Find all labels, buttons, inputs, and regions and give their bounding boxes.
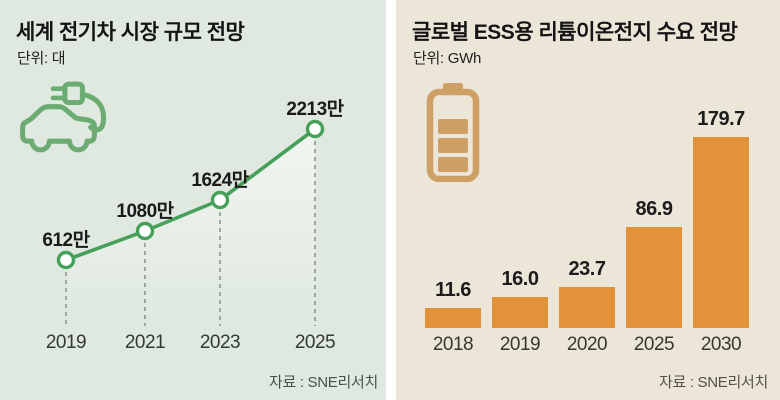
x-axis-tick-label: 2025: [633, 334, 675, 355]
x-axis-tick-label: 2019: [45, 332, 87, 353]
x-axis-tick-label: 2023: [199, 332, 241, 353]
unit-label: 단위: GWh: [413, 50, 482, 67]
bar-value-label: 11.6: [435, 279, 471, 301]
line-series: [64, 127, 317, 262]
page-title: 세계 전기차 시장 규모 전망: [16, 21, 245, 44]
data-point-label: 2213만: [286, 99, 344, 120]
line-chart: [56, 119, 325, 326]
area-fill: [66, 129, 315, 326]
ev-market-panel: 세계 전기차 시장 규모 전망 단위: 대 612만 2019 1080만 2021 1…: [0, 0, 386, 400]
data-point-marker: [56, 250, 76, 270]
bar-2025: [626, 227, 682, 328]
x-axis-tick-label: 2030: [700, 334, 742, 355]
source-credit: 자료 : SNE리서치: [658, 374, 768, 391]
bar-2018: [425, 308, 481, 328]
x-axis-tick-label: 2025: [294, 332, 336, 353]
data-point-label: 1624만: [191, 170, 249, 191]
bar-value-label: 179.7: [697, 108, 745, 130]
data-point-marker: [210, 190, 230, 210]
panel-divider: [386, 0, 396, 400]
bar-2019: [492, 297, 548, 328]
page-title: 글로벌 ESS용 리튬이온전지 수요 전망: [412, 21, 738, 44]
data-point-marker: [305, 119, 325, 139]
bar-2030: [693, 137, 749, 328]
ess-demand-panel: 글로벌 ESS용 리튬이온전지 수요 전망 단위: GWh 11.6 2018 16…: [396, 0, 780, 400]
x-axis-tick-label: 2021: [124, 332, 166, 353]
bar-value-label: 86.9: [635, 198, 673, 220]
bar-2020: [559, 287, 615, 328]
data-point-label: 1080만: [116, 201, 174, 222]
battery-icon: [426, 82, 480, 187]
source-credit: 자료 : SNE리서치: [268, 374, 378, 391]
bar-value-label: 16.0: [501, 268, 539, 290]
ev-car-icon: [18, 76, 110, 169]
x-axis-tick-label: 2018: [432, 334, 474, 355]
data-point-label: 612만: [42, 230, 90, 251]
bar-value-label: 23.7: [568, 258, 606, 280]
data-point-marker: [135, 221, 155, 241]
unit-label: 단위: 대: [17, 50, 66, 67]
x-axis-tick-label: 2019: [499, 334, 541, 355]
x-axis-tick-label: 2020: [566, 334, 608, 355]
